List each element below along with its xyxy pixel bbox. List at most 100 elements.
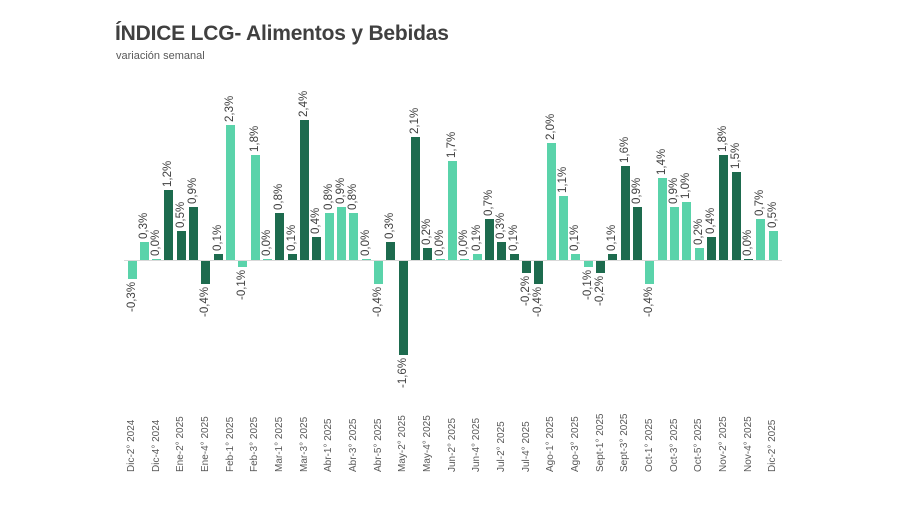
bar	[571, 254, 581, 260]
bar	[583, 261, 593, 267]
data-label: 0,5%	[766, 201, 779, 228]
x-axis-label: Ene-4° 2025	[199, 416, 211, 472]
bar	[386, 242, 396, 260]
bar	[522, 261, 532, 273]
data-label: 0,0%	[433, 229, 446, 256]
bar	[398, 261, 408, 355]
data-label: 0,1%	[507, 224, 520, 252]
data-label: -0,4%	[199, 287, 212, 318]
data-label: 0,0%	[359, 229, 372, 256]
bar	[460, 259, 470, 260]
data-label: 0,0%	[261, 229, 274, 256]
bar	[435, 259, 445, 260]
bar	[189, 207, 199, 260]
x-axis-label: Abr-1° 2025	[323, 418, 335, 472]
data-label: 0,1%	[285, 224, 298, 252]
data-label: 2,3%	[224, 96, 237, 123]
x-axis-label: Ene-2° 2025	[175, 416, 187, 472]
data-label: 0,7%	[754, 189, 767, 217]
data-label: 0,1%	[211, 224, 224, 252]
data-label: 0,8%	[273, 183, 286, 211]
data-label: -0,2%	[520, 275, 533, 306]
data-label: 0,0%	[150, 229, 163, 256]
data-label: 2,0%	[544, 113, 557, 140]
bar	[497, 242, 507, 260]
bar	[596, 261, 606, 273]
data-label: -0,4%	[532, 287, 545, 318]
data-label: 0,7%	[483, 189, 496, 217]
x-axis-label: Mar-3° 2025	[298, 416, 310, 472]
chart-subtitle: variación semanal	[116, 50, 205, 62]
bar	[287, 254, 297, 260]
data-label: 0,2%	[421, 219, 434, 246]
data-label: 1,1%	[557, 166, 570, 193]
bar	[213, 254, 223, 260]
x-axis-label: Abr-5° 2025	[372, 418, 384, 472]
x-axis-label: Ago-3° 2025	[569, 416, 581, 472]
data-label: 0,1%	[569, 224, 582, 252]
x-axis-label: Oct-1° 2025	[643, 418, 655, 472]
data-label: 0,8%	[347, 183, 360, 211]
bar	[337, 207, 347, 260]
x-axis-label: Abr-3° 2025	[347, 418, 359, 472]
bar	[411, 137, 421, 260]
bar	[559, 195, 569, 260]
x-axis-label: Nov-4° 2025	[742, 416, 754, 472]
bar	[768, 230, 778, 260]
data-label: -0,3%	[125, 281, 138, 312]
data-label: 0,1%	[606, 224, 619, 252]
bar	[152, 259, 162, 260]
data-label: -0,1%	[581, 269, 594, 300]
bar	[707, 236, 716, 260]
data-label: 1,8%	[717, 125, 730, 152]
x-axis-label: Dic-2° 2024	[126, 419, 137, 472]
bar	[694, 248, 704, 260]
bar	[423, 248, 433, 260]
x-axis-label: Oct-5° 2025	[693, 418, 705, 472]
bar	[250, 154, 260, 260]
bar	[534, 261, 544, 285]
bar	[361, 259, 371, 260]
bar	[719, 154, 729, 260]
x-axis-label: May-4° 2025	[421, 415, 433, 472]
bar	[300, 119, 310, 260]
bar	[682, 201, 692, 260]
data-label: 0,0%	[742, 229, 754, 256]
x-axis-label: Oct-3° 2025	[668, 418, 680, 472]
bar	[620, 166, 630, 260]
bar	[164, 189, 174, 260]
data-label: -1,6%	[396, 357, 409, 388]
bar	[509, 254, 519, 260]
bar	[238, 261, 248, 267]
data-label: -0,4%	[372, 287, 385, 318]
bar	[645, 261, 655, 285]
data-label: 0,9%	[668, 178, 681, 205]
bar	[349, 213, 359, 260]
zero-axis-line	[124, 260, 782, 261]
data-label: 0,1%	[470, 224, 483, 252]
data-label: 1,7%	[446, 131, 459, 158]
x-axis-label: Nov-2° 2025	[717, 416, 729, 472]
data-label: -0,4%	[643, 287, 656, 318]
bar	[670, 207, 680, 260]
data-label: 0,4%	[310, 207, 323, 234]
bar	[744, 259, 753, 260]
bar	[485, 219, 495, 260]
chart-title: ÍNDICE LCG- Alimentos y Bebidas	[115, 22, 449, 45]
data-label: 1,8%	[248, 125, 261, 152]
data-label: 0,3%	[495, 213, 508, 240]
x-axis-label: Dic-2° 2025	[767, 419, 779, 472]
x-axis-label: Ago-1° 2025	[545, 416, 557, 472]
bar	[731, 172, 741, 260]
bar	[127, 261, 137, 279]
bar	[275, 213, 285, 260]
data-label: 0,9%	[187, 178, 200, 205]
bar	[374, 261, 384, 285]
data-label: 0,0%	[458, 229, 471, 256]
bar	[201, 261, 211, 285]
data-label: 0,9%	[335, 178, 348, 205]
x-axis-label: Jun-4° 2025	[471, 417, 483, 472]
data-label: -0,2%	[594, 275, 607, 306]
x-axis-label: Mar-1° 2025	[273, 416, 285, 472]
x-axis-label: Dic-4° 2024	[150, 419, 162, 472]
